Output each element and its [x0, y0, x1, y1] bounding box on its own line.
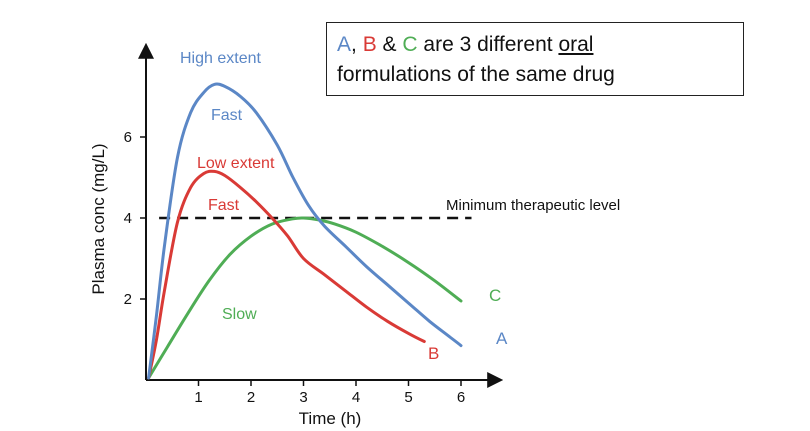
x-tick-label: 1	[194, 389, 202, 406]
y-ticks: 2 4 6	[124, 129, 146, 308]
minimum-therapeutic-label: Minimum therapeutic level	[446, 197, 620, 214]
series-c-line	[147, 216, 463, 380]
series-b-end-label: B	[428, 344, 439, 363]
x-tick-label: 2	[247, 389, 255, 406]
x-tick-label: 4	[352, 389, 360, 406]
annotation-low-extent: Low extent	[197, 155, 275, 172]
x-axis-title: Time (h)	[299, 409, 362, 428]
note-line-2: formulations of the same drug	[337, 63, 615, 86]
series-a-end-label: A	[496, 329, 508, 348]
series-a-line	[147, 82, 463, 380]
annotation-high-extent: High extent	[180, 50, 261, 67]
annotation-slow: Slow	[222, 306, 257, 323]
y-tick-label: 6	[124, 129, 132, 146]
x-ticks: 1 2 3 4 5 6	[194, 380, 465, 406]
x-tick-label: 6	[457, 389, 465, 406]
note-amp: &	[376, 33, 403, 56]
y-tick-label: 2	[124, 291, 132, 308]
series-b-line	[147, 169, 426, 380]
x-tick-label: 5	[404, 389, 412, 406]
series-c-end-label: C	[489, 286, 501, 305]
note-text: are 3 different	[417, 33, 559, 56]
annotation-b-fast: Fast	[208, 197, 240, 214]
annotation-a-fast: Fast	[211, 107, 243, 124]
note-line-1: A, B & C are 3 different oral	[337, 30, 733, 60]
y-axis-title: Plasma conc (mg/L)	[89, 143, 108, 294]
note-comma: ,	[351, 33, 363, 56]
y-tick-label: 4	[124, 210, 132, 227]
formulation-note-box: A, B & C are 3 different oral formulatio…	[326, 22, 744, 96]
note-b: B	[362, 33, 377, 56]
note-c: C	[402, 33, 418, 56]
note-oral: oral	[558, 33, 594, 56]
x-tick-label: 3	[299, 389, 307, 406]
note-a: A	[337, 33, 352, 56]
